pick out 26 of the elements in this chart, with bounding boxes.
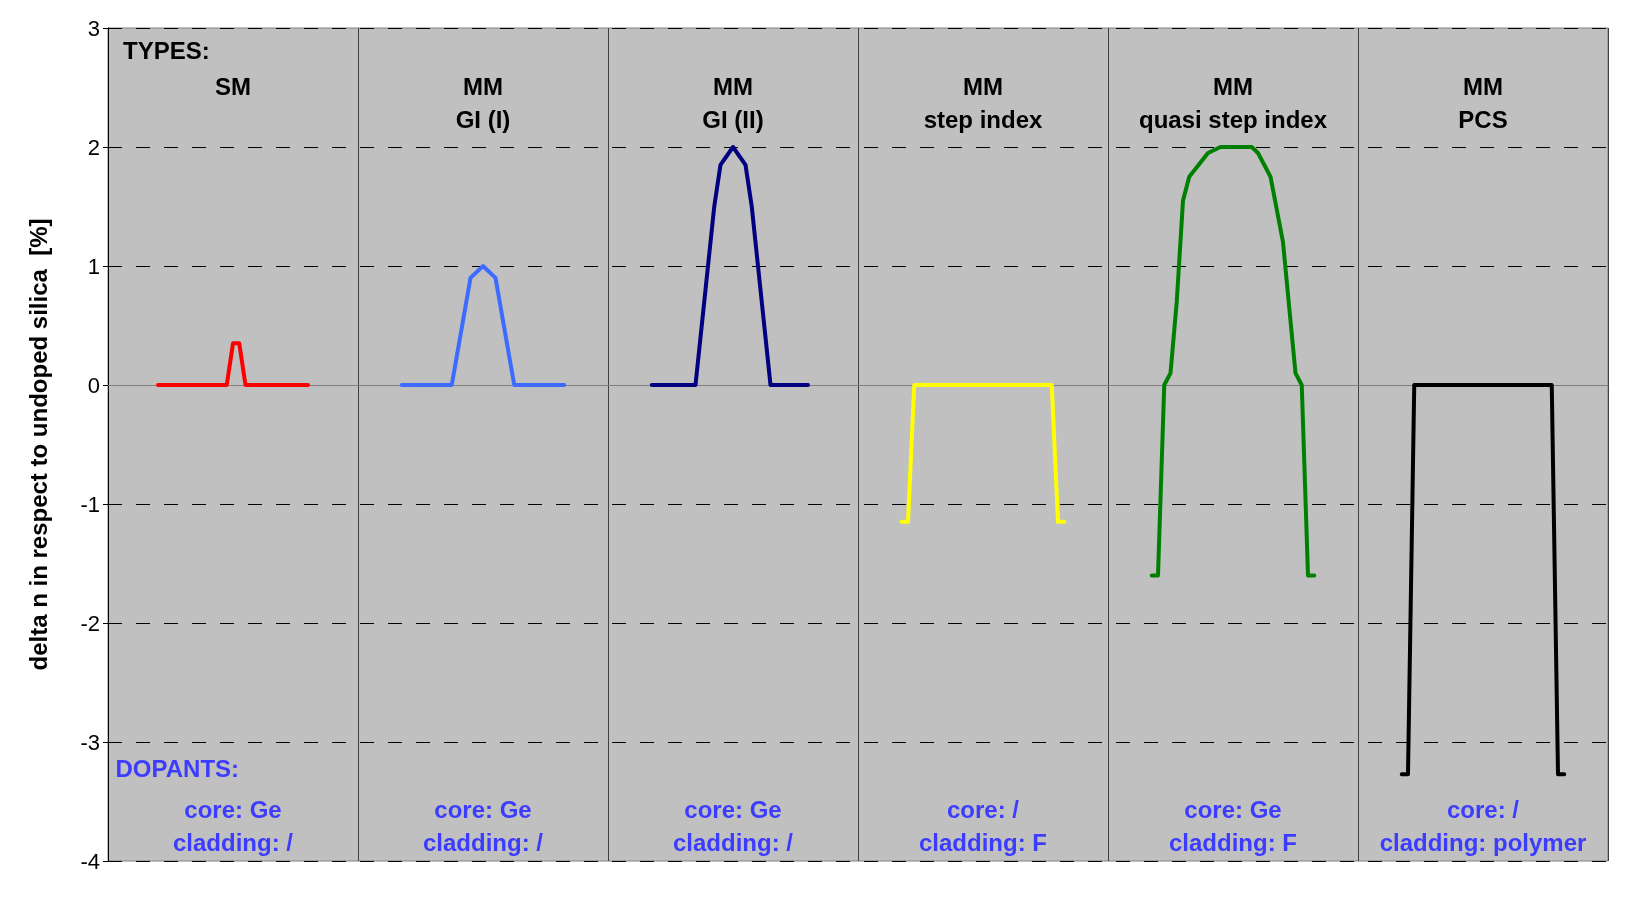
annotation: core: Ge cladding: / <box>173 796 294 857</box>
line-series <box>1149 145 1317 578</box>
annotation: SM <box>215 72 251 100</box>
annotation: core: / cladding: F <box>919 796 1047 857</box>
y-tick-label: 1 <box>87 253 100 279</box>
line-series <box>399 264 567 387</box>
y-axis-title: delta n in respect to undoped silica [%] <box>24 218 52 671</box>
annotation: MM step index <box>923 72 1043 133</box>
annotation: core: Ge cladding: / <box>673 796 794 857</box>
annotation: MM quasi step index <box>1138 72 1328 133</box>
y-tick-label: 2 <box>87 134 100 160</box>
annotation: core: / cladding: polymer <box>1379 796 1587 857</box>
line-series <box>649 145 810 387</box>
y-tick-label: -2 <box>80 610 100 636</box>
y-tick-label: 0 <box>87 372 100 398</box>
y-tick-label: -3 <box>80 729 100 755</box>
y-tick-label: 3 <box>87 15 100 41</box>
annotation: core: Ge cladding: F <box>1169 796 1297 857</box>
annotation: MM PCS <box>1458 72 1508 133</box>
annotation: core: Ge cladding: / <box>423 796 544 857</box>
annotation: MM GI (II) <box>702 72 764 133</box>
y-tick-label: -1 <box>80 491 100 517</box>
annotation: TYPES: <box>123 36 210 64</box>
annotation: DOPANTS: <box>115 754 240 782</box>
y-tick-label: -4 <box>80 848 100 874</box>
annotation: MM GI (I) <box>455 72 511 133</box>
